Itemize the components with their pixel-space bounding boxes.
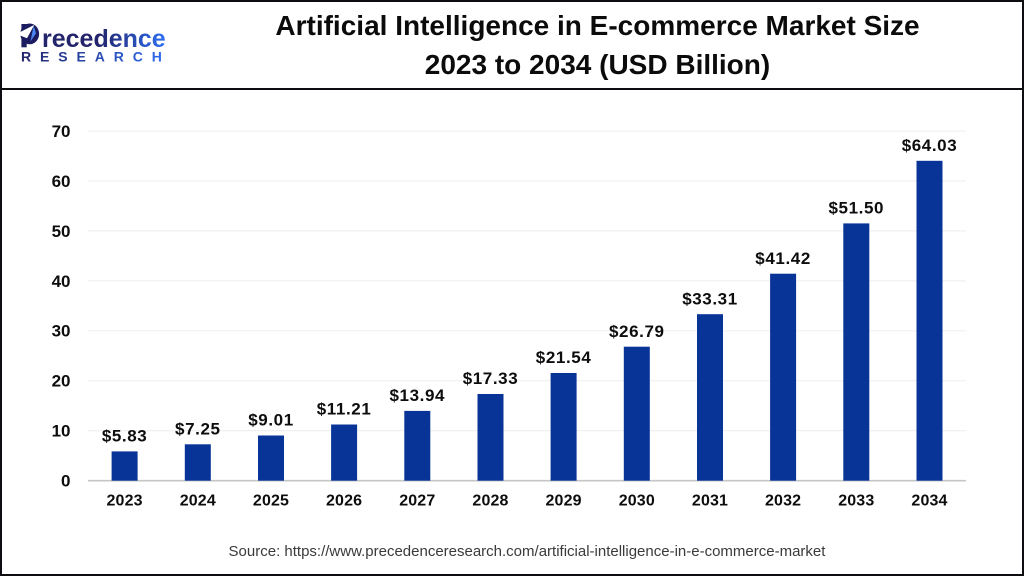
svg-text:40: 40 — [52, 272, 71, 291]
svg-text:50: 50 — [52, 222, 71, 241]
svg-text:2032: 2032 — [765, 493, 801, 510]
svg-text:$7.25: $7.25 — [175, 419, 221, 438]
svg-text:$5.83: $5.83 — [102, 427, 148, 446]
svg-text:2033: 2033 — [838, 493, 874, 510]
svg-text:$9.01: $9.01 — [248, 411, 294, 430]
svg-text:2025: 2025 — [253, 493, 289, 510]
svg-text:10: 10 — [52, 422, 71, 441]
svg-text:$17.33: $17.33 — [463, 369, 519, 388]
svg-text:recedence: recedence — [42, 25, 166, 53]
svg-text:$64.03: $64.03 — [902, 136, 958, 155]
svg-text:0: 0 — [61, 472, 70, 491]
svg-text:$11.21: $11.21 — [317, 400, 372, 419]
svg-text:2034: 2034 — [911, 493, 947, 510]
svg-text:$41.42: $41.42 — [755, 249, 811, 268]
svg-text:2023: 2023 — [106, 493, 142, 510]
svg-text:20: 20 — [52, 372, 71, 391]
svg-text:60: 60 — [52, 172, 71, 191]
svg-text:2027: 2027 — [399, 493, 435, 510]
svg-text:RESEARCH: RESEARCH — [21, 49, 171, 65]
svg-text:2031: 2031 — [692, 493, 728, 510]
svg-text:Source: https://www.precedence: Source: https://www.precedenceresearch.c… — [229, 543, 827, 560]
svg-text:$33.31: $33.31 — [682, 289, 738, 308]
svg-text:2026: 2026 — [326, 493, 362, 510]
svg-text:$21.54: $21.54 — [536, 348, 592, 367]
svg-text:2029: 2029 — [545, 493, 581, 510]
svg-text:$13.94: $13.94 — [389, 386, 445, 405]
svg-text:2028: 2028 — [472, 493, 508, 510]
svg-text:$26.79: $26.79 — [609, 322, 665, 341]
svg-text:$51.50: $51.50 — [828, 199, 884, 218]
svg-text:2024: 2024 — [180, 493, 216, 510]
svg-text:2030: 2030 — [619, 493, 655, 510]
svg-text:30: 30 — [52, 322, 71, 341]
svg-text:70: 70 — [52, 122, 71, 141]
